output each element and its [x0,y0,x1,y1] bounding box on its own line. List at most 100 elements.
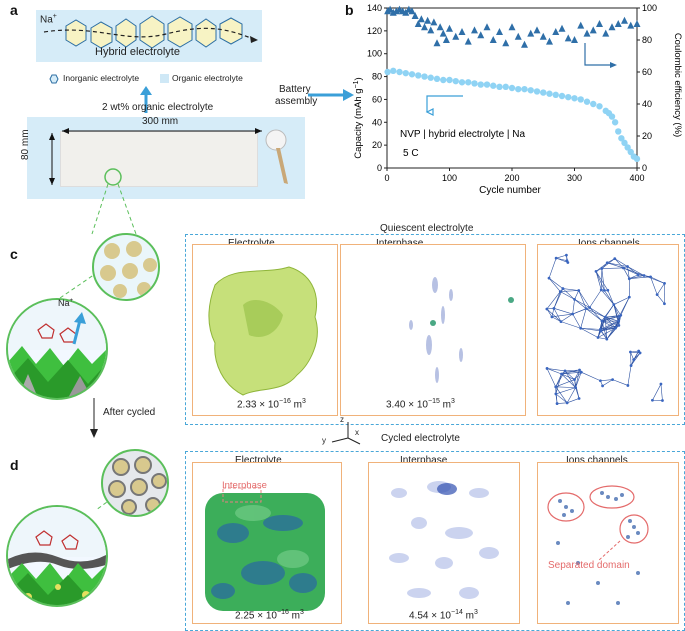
y2-tick-label: 60 [642,67,652,77]
capacity-point [583,98,591,105]
capacity-point [546,90,553,97]
ion-channel-link [607,258,615,264]
ion-node [611,378,615,382]
capacity-point [402,69,409,77]
ion-channel-link [572,299,575,315]
ion-channel-link [546,308,553,318]
ion-channel-link [602,379,613,387]
ion-channel-link [605,316,620,326]
ion-channel-link [643,275,665,284]
ion-channel-link [561,373,576,388]
y-tick-label: 40 [372,117,382,127]
ion-node [621,266,625,270]
capacity-point [483,81,491,88]
arrow-right-icon [308,89,354,101]
efficiency-point [502,39,510,47]
ion-channel-link [614,258,624,269]
ion-node [571,312,575,316]
ion-node [659,382,663,386]
down-arrow-icon [90,398,98,438]
efficiency-point [471,26,478,34]
y2-tick-label: 0 [642,163,647,173]
ion-node [554,392,558,396]
ion-channel-link [548,277,564,289]
capacity-point [608,113,616,120]
ion-channel-link [575,369,580,388]
ion-node [627,295,631,299]
ion-channel-link [553,308,573,315]
h-cube [192,462,342,624]
capacity-point [465,79,472,86]
ion-channel-link [601,289,615,305]
capacity-point [477,81,484,88]
capacity-point [571,95,578,102]
ion-node [619,313,623,317]
ion-node [578,368,581,372]
ion-node [558,290,562,293]
legend-organic: Organic electrolyte [172,73,243,83]
ion-channel-link [575,372,582,388]
y2-tick-label: 40 [642,99,652,109]
ion-node [642,274,646,277]
efficiency-point [424,16,432,24]
ion-channel-link [613,296,630,305]
ion-node [555,402,559,405]
ion-node [547,276,551,280]
capacity-point [596,103,603,110]
ion-channel-link [561,373,575,380]
ion-channel-link [614,258,628,267]
ion-channel-link [581,371,601,382]
j-separated-label: Separated domain [548,560,630,571]
ion-channel-link [589,307,606,318]
y-tick-label: 80 [372,72,382,82]
ion-node [629,364,633,367]
capacity-indicator-arrow [425,95,463,116]
ion-channel-link [555,387,576,395]
e-cube [192,244,338,416]
capacity-point [621,139,628,147]
capacity-point [618,135,625,142]
ion-node [600,267,604,270]
ion-node [554,256,558,260]
ion-channel-link [627,266,639,276]
ion-channel-link [620,296,630,316]
efficiency-point [464,37,472,45]
efficiency-point [621,16,628,24]
efficiency-point [408,7,416,15]
efficiency-point [439,29,447,37]
capacity-point [533,88,541,95]
capacity-point [508,84,516,92]
ion-node [663,302,666,306]
efficiency-point [483,23,491,31]
ion-channel-link [567,398,580,404]
ion-channel-link [607,262,628,267]
panel-label-d: d [10,457,19,473]
capacity-point [471,80,478,87]
efficiency-point [417,15,425,23]
ion-node [573,298,576,301]
ion-channel-link [586,308,606,318]
y2-tick-label: 80 [642,35,652,45]
axis-y: y [322,436,326,445]
ion-node [606,288,610,292]
capacity-point [540,89,547,96]
capacity-point [565,93,572,101]
capacity-point [452,77,459,85]
ion-channel-link [547,368,566,372]
ion-channel-link [660,384,663,401]
ion-channel-link [556,254,567,259]
efficiency-point [442,36,450,43]
axis-z: z [340,415,344,424]
ion-node [563,369,567,373]
x-tick-label: 100 [442,173,457,183]
ion-node [603,315,607,319]
hexagon-legend-icon [49,74,59,84]
efficiency-point [589,26,597,34]
chart-annotation-2: 5 C [403,148,419,159]
y2-tick-label: 100 [642,3,657,13]
ion-node [559,320,563,324]
ion-channel-link [574,290,580,300]
ion-channel-link [600,317,606,330]
ion-channel-link [606,325,620,340]
ion-node [629,350,632,354]
